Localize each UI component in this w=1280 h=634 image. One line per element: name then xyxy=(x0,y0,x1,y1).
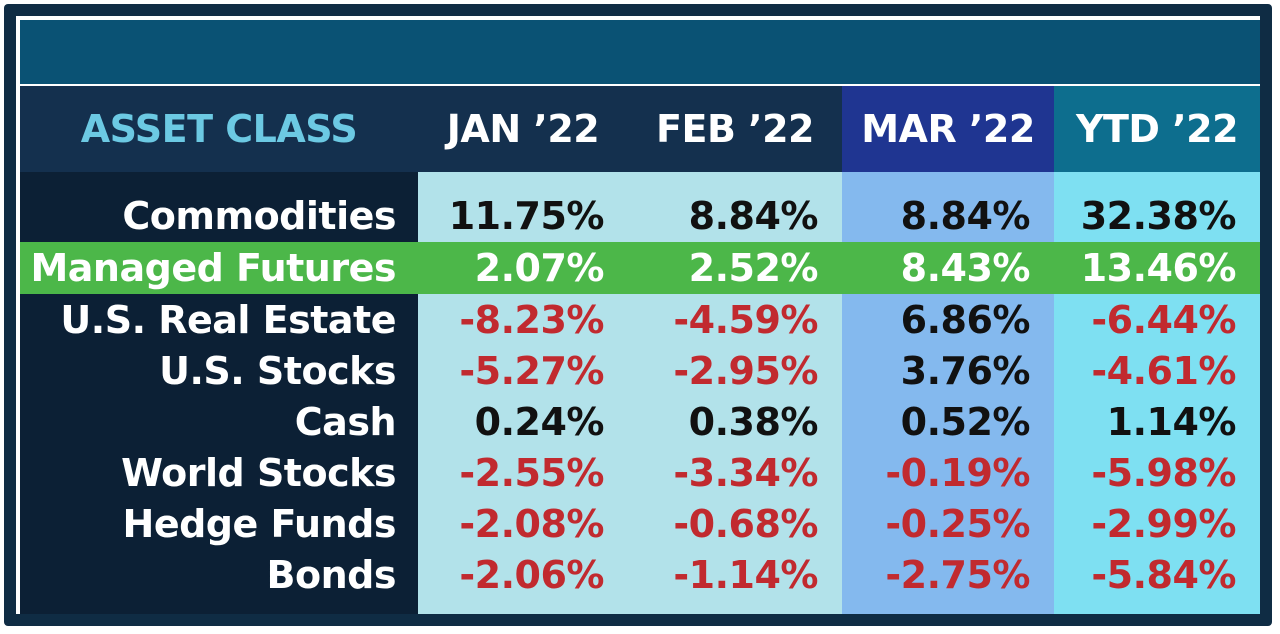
row-label: U.S. Real Estate xyxy=(60,298,396,342)
value-cell-jan: 2.07% xyxy=(474,246,605,290)
row-label: Cash xyxy=(294,400,397,444)
header-mar: MAR ’22 xyxy=(842,86,1054,172)
value-cell-jan: 11.75% xyxy=(448,194,605,238)
header-feb: FEB ’22 xyxy=(628,86,842,172)
value-cell-jan: -2.08% xyxy=(459,502,604,546)
row-label: U.S. Stocks xyxy=(159,349,396,393)
value-cell-ytd: -2.99% xyxy=(1091,502,1236,546)
header-jan: JAN ’22 xyxy=(418,86,628,172)
value-cell-jan: -2.55% xyxy=(459,451,604,495)
value-cell-mar: 8.43% xyxy=(900,246,1031,290)
header-asset-class: ASSET CLASS xyxy=(20,86,418,172)
value-cell-feb: -3.34% xyxy=(673,451,818,495)
value-cell-feb: -1.14% xyxy=(673,553,818,597)
value-cell-jan: -2.06% xyxy=(459,553,604,597)
value-cell-feb: 0.38% xyxy=(688,400,819,444)
row-label: Managed Futures xyxy=(30,246,396,290)
value-cell-ytd: 13.46% xyxy=(1080,246,1237,290)
header-ytd: YTD ’22 xyxy=(1054,86,1260,172)
value-cell-mar: -0.25% xyxy=(885,502,1030,546)
value-cell-feb: 8.84% xyxy=(688,194,819,238)
title-banner xyxy=(20,20,1260,84)
value-cell-ytd: -6.44% xyxy=(1091,298,1236,342)
value-cell-feb: -2.95% xyxy=(673,349,818,393)
row-label: World Stocks xyxy=(121,451,396,495)
value-cell-feb: -4.59% xyxy=(673,298,818,342)
value-cell-jan: 0.24% xyxy=(474,400,605,444)
highlight-row-bar xyxy=(20,242,1260,294)
value-cell-ytd: -5.98% xyxy=(1091,451,1236,495)
value-cell-jan: -5.27% xyxy=(459,349,604,393)
value-cell-mar: 0.52% xyxy=(900,400,1031,444)
value-cell-jan: -8.23% xyxy=(459,298,604,342)
row-label: Bonds xyxy=(266,553,397,597)
value-cell-feb: 2.52% xyxy=(688,246,819,290)
value-cell-mar: -0.19% xyxy=(885,451,1030,495)
row-label: Commodities xyxy=(122,194,396,238)
value-cell-mar: 8.84% xyxy=(900,194,1031,238)
value-cell-ytd: -4.61% xyxy=(1091,349,1236,393)
value-cell-feb: -0.68% xyxy=(673,502,818,546)
value-cell-mar: -2.75% xyxy=(885,553,1030,597)
value-cell-mar: 6.86% xyxy=(900,298,1031,342)
value-cell-ytd: 32.38% xyxy=(1080,194,1237,238)
value-cell-ytd: -5.84% xyxy=(1091,553,1236,597)
value-cell-mar: 3.76% xyxy=(900,349,1031,393)
row-label: Hedge Funds xyxy=(122,502,397,546)
value-cell-ytd: 1.14% xyxy=(1106,400,1237,444)
